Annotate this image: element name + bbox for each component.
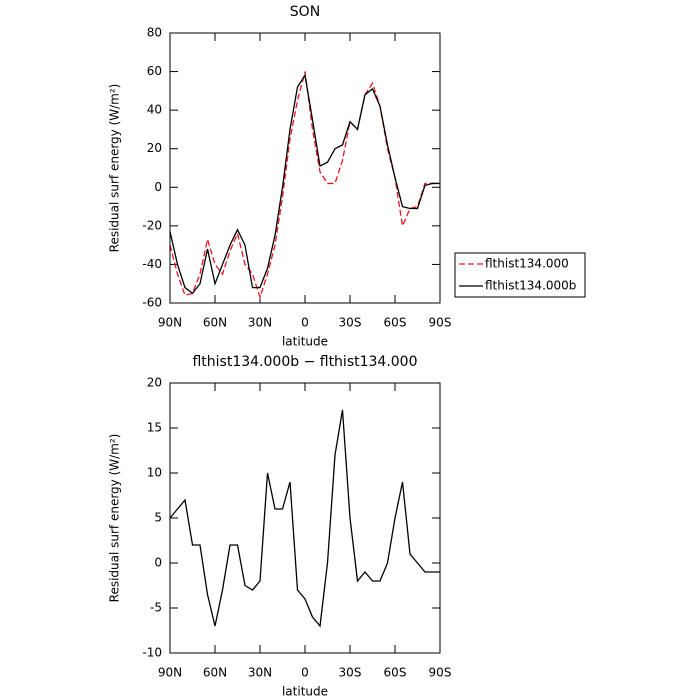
x-tick-label: 0 — [301, 316, 309, 330]
legend-box — [454, 252, 586, 298]
y-tick-label: 10 — [147, 466, 162, 480]
chart-title: SON — [290, 4, 320, 20]
x-tick-label: 90N — [158, 666, 182, 680]
x-axis-label: latitude — [282, 685, 328, 699]
y-tick-label: 40 — [147, 103, 162, 117]
x-tick-label: 90S — [429, 316, 452, 330]
x-axis-label: latitude — [282, 335, 328, 349]
y-tick-label: -10 — [142, 646, 162, 660]
x-tick-label: 60N — [203, 666, 227, 680]
x-tick-label: 60S — [384, 666, 407, 680]
x-tick-label: 30N — [248, 316, 272, 330]
legend-label: flthist134.000 — [485, 257, 569, 271]
x-tick-label: 60S — [384, 316, 407, 330]
y-tick-label: 20 — [147, 141, 162, 155]
x-tick-label: 90S — [429, 666, 452, 680]
x-tick-label: 90N — [158, 316, 182, 330]
x-tick-label: 30N — [248, 666, 272, 680]
x-tick-label: 0 — [301, 666, 309, 680]
y-tick-label: -5 — [150, 601, 162, 615]
plot-frame — [169, 32, 441, 304]
x-tick-label: 30S — [339, 666, 362, 680]
y-axis-label: Residual surf energy (W/m²) — [108, 434, 122, 603]
y-tick-label: 20 — [147, 376, 162, 390]
plot-frame — [169, 382, 441, 654]
y-tick-label: 15 — [147, 421, 162, 435]
data-line — [169, 73, 440, 295]
x-tick-label: 30S — [339, 316, 362, 330]
y-tick-label: 5 — [154, 511, 162, 525]
x-tick-label: 60N — [203, 316, 227, 330]
y-tick-label: 80 — [147, 26, 162, 40]
y-tick-label: 60 — [147, 64, 162, 78]
y-axis-label: Residual surf energy (W/m²) — [108, 84, 122, 253]
y-tick-label: -40 — [142, 257, 162, 271]
data-line — [169, 409, 440, 628]
chart-title: flthist134.000b − flthist134.000 — [192, 354, 417, 370]
y-tick-label: -60 — [142, 296, 162, 310]
legend-label: flthist134.000b — [485, 279, 576, 293]
y-tick-label: 0 — [154, 180, 162, 194]
y-tick-label: 0 — [154, 556, 162, 570]
y-tick-label: -20 — [142, 218, 162, 232]
